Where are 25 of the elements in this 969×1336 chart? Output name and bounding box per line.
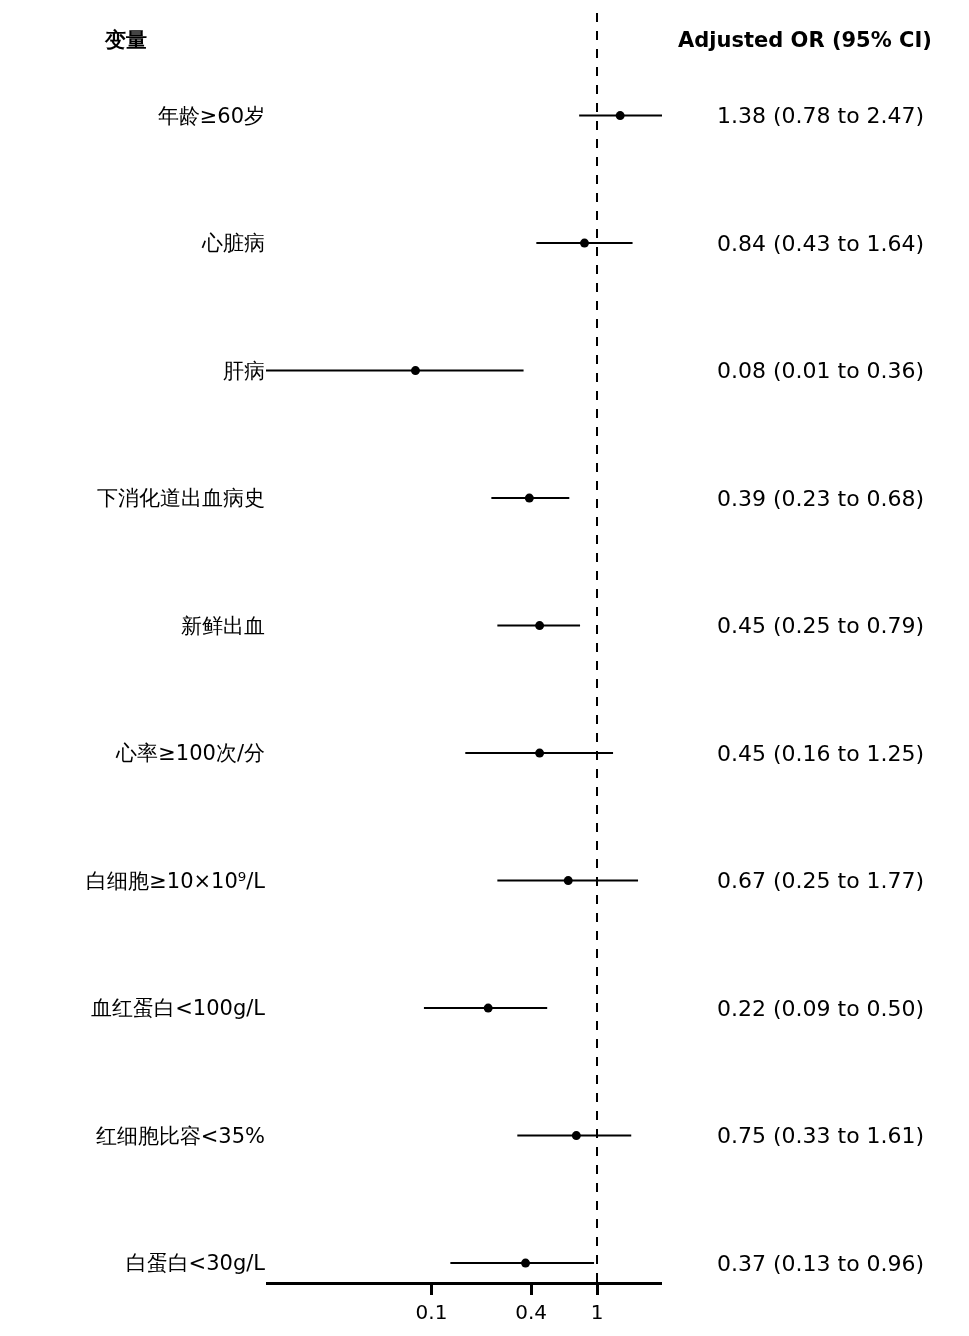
text: 变量 (104, 28, 147, 52)
y-tick-label: 新鲜出血 (181, 613, 265, 638)
data-label: 0.39 (0.23 to 0.68) (717, 486, 925, 511)
y-tick-label: 年龄≥60岁 (157, 103, 265, 128)
data-label: 0.84 (0.43 to 1.64) (717, 231, 925, 256)
y-tick-label: 白蛋白<30g/L (125, 1251, 266, 1276)
y-tick-label: 肝病 (223, 358, 265, 383)
y-tick-label: 下消化道出血病史 (97, 486, 265, 511)
data-label: 0.08 (0.01 to 0.36) (717, 358, 925, 383)
data-label: 1.38 (0.78 to 2.47) (717, 103, 925, 128)
y-tick-label: 心率≥100次/分 (115, 741, 265, 766)
x-tick-label: 1 (590, 1300, 604, 1324)
x-tick-label: 0.1 (415, 1300, 448, 1324)
y-tick-label: 血红蛋白<100g/L (91, 996, 266, 1021)
data-label: 0.75 (0.33 to 1.61) (717, 1123, 925, 1148)
data-label: 0.45 (0.25 to 0.79) (717, 613, 925, 638)
y-tick-label: 心脏病 (201, 231, 265, 256)
y-tick-label: 红细胞比容<35% (95, 1123, 265, 1148)
x-tick-label: 0.4 (515, 1300, 548, 1324)
data-label: 0.45 (0.16 to 1.25) (717, 741, 925, 766)
data-label: 0.22 (0.09 to 0.50) (717, 996, 925, 1021)
y-tick-label: 白细胞≥10×10⁹/L (86, 868, 266, 893)
data-label: 0.67 (0.25 to 1.77) (717, 868, 925, 893)
text: Adjusted OR (95% CI) (678, 28, 932, 52)
data-label: 0.37 (0.13 to 0.96) (717, 1251, 925, 1276)
